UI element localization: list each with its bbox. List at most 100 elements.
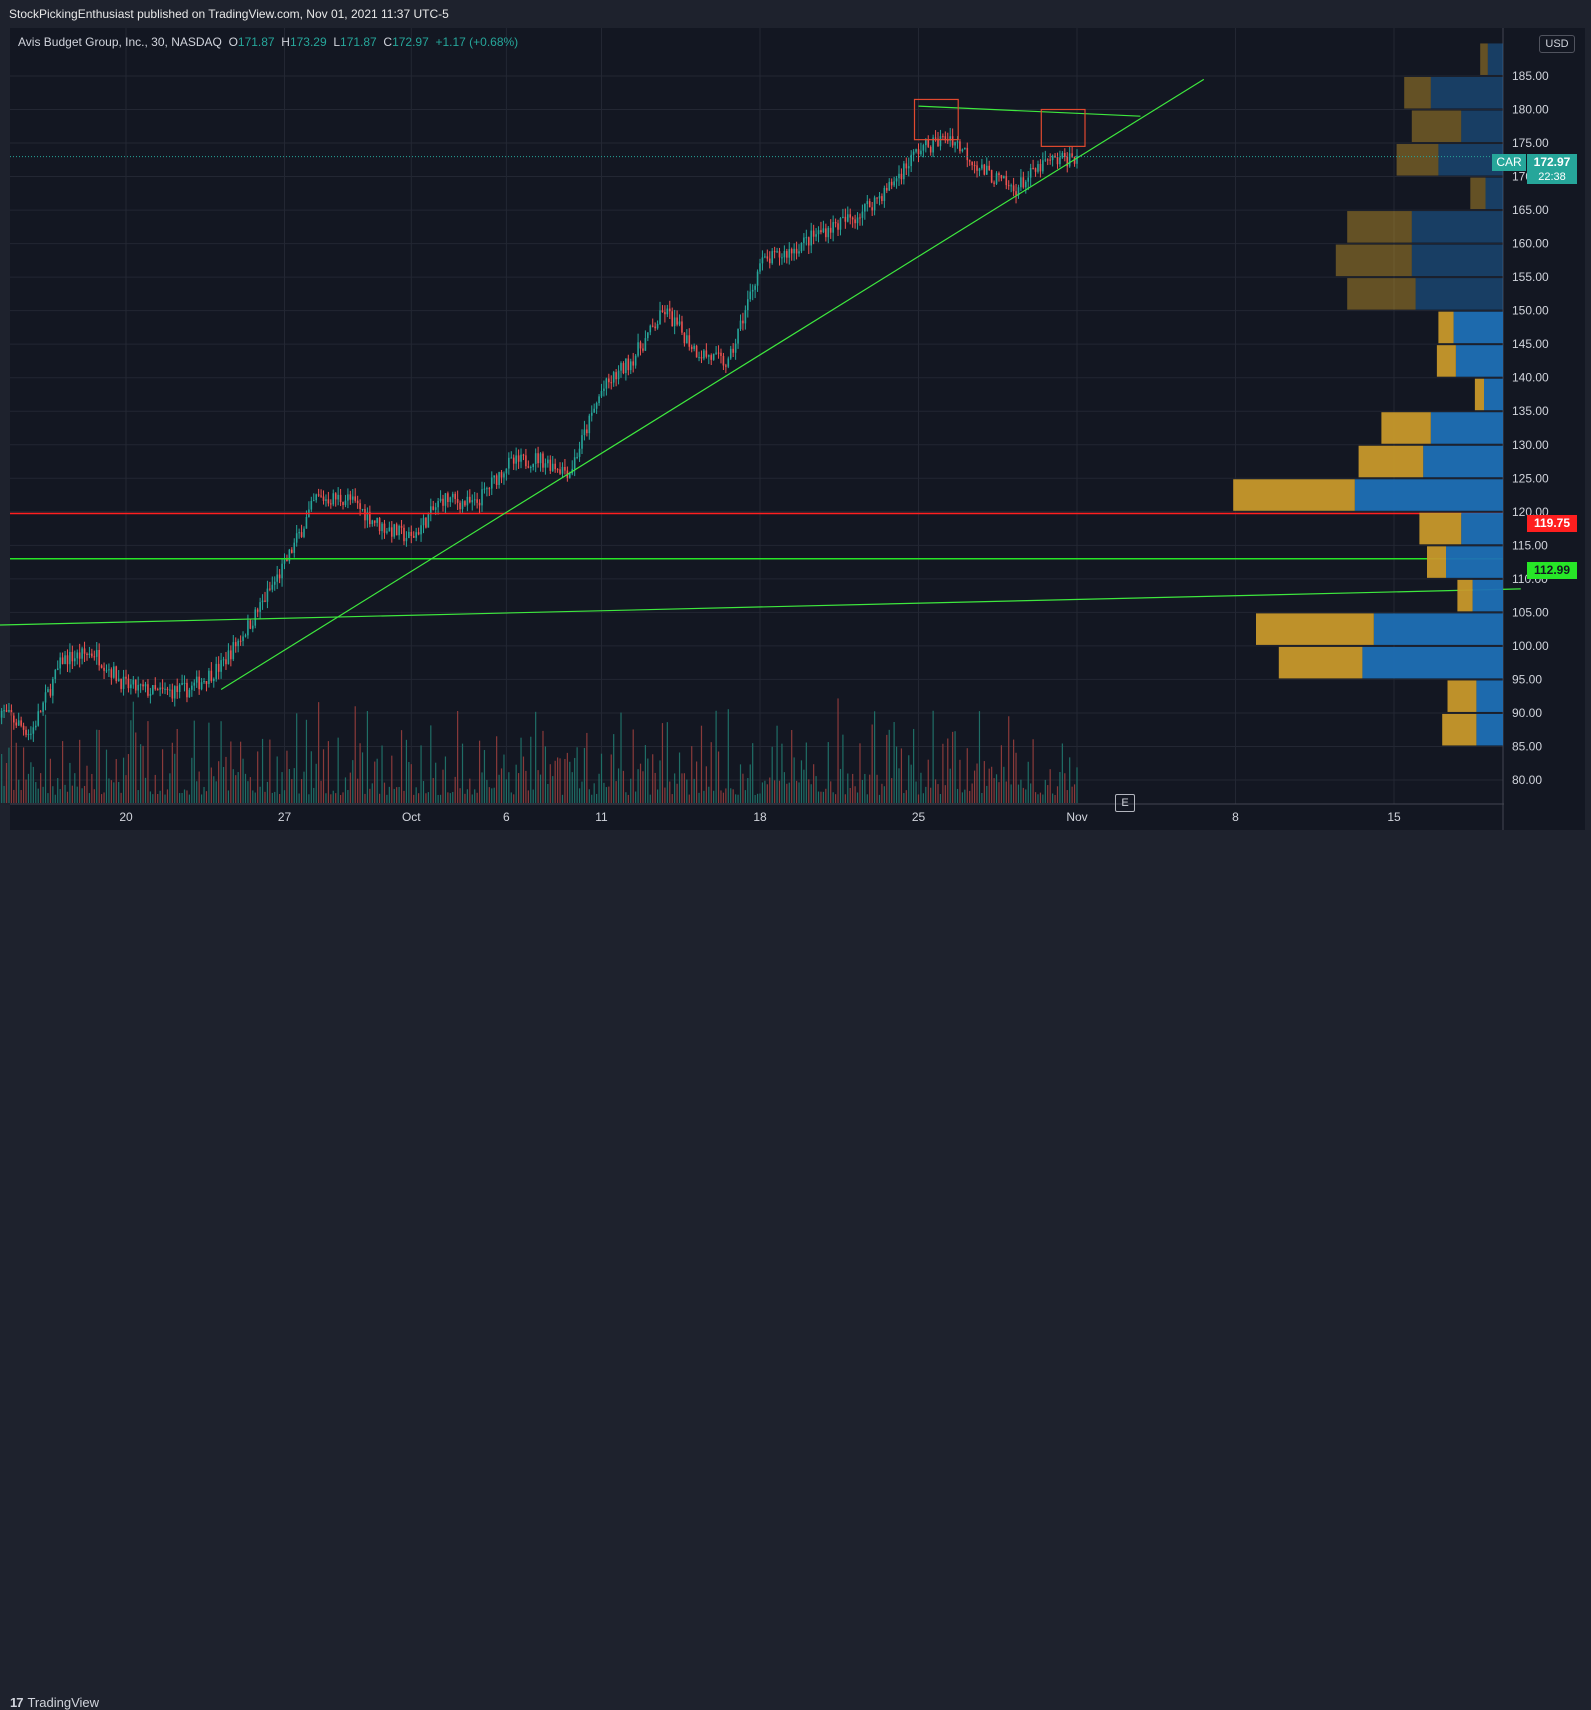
volume-bar [457, 711, 458, 803]
volume-bar [913, 729, 914, 803]
volume-bar [684, 773, 685, 803]
candle-body [220, 660, 222, 672]
volume-bar [869, 775, 870, 803]
volume-bar [338, 738, 339, 803]
volume-bar [696, 761, 697, 803]
candle-body [749, 292, 751, 300]
candle-body [593, 409, 595, 413]
candle-body [476, 499, 478, 503]
volume-profile-down [1448, 680, 1477, 712]
price-tick-label: 180.00 [1512, 103, 1549, 117]
change-value: +1.17 (+0.68%) [435, 35, 518, 49]
candle-body [854, 219, 856, 223]
candle-body [450, 497, 452, 502]
candle-body [547, 460, 549, 464]
volume-bar [925, 787, 926, 803]
volume-bar [586, 733, 587, 803]
candle-body [84, 648, 86, 653]
candle-body [198, 677, 200, 690]
volume-bar [194, 721, 195, 803]
candle-body [79, 652, 81, 658]
volume-bar [764, 781, 765, 803]
close-label: C [383, 35, 392, 49]
volume-profile-up [1486, 178, 1503, 210]
volume-bar [620, 713, 621, 803]
candle-body [537, 453, 539, 463]
volume-bar [503, 755, 504, 803]
volume-bar [401, 730, 402, 803]
candle-body [1023, 177, 1025, 187]
volume-bar [513, 794, 514, 803]
volume-bar [840, 769, 841, 803]
candle-body [574, 457, 576, 469]
volume-bar [79, 740, 80, 803]
volume-bar [1006, 781, 1007, 803]
candle-body [606, 378, 608, 388]
candle-body [564, 467, 566, 471]
volume-bar [1030, 783, 1031, 803]
volume-bar [318, 702, 319, 803]
volume-bar [116, 759, 117, 803]
volume-bar [440, 795, 441, 803]
volume-bar [99, 730, 100, 803]
volume-bar [1037, 794, 1038, 803]
candle-body [801, 243, 803, 251]
candle-body [642, 348, 644, 350]
volume-bar [623, 771, 624, 803]
volume-bar [133, 702, 134, 803]
volume-bar [1013, 740, 1014, 803]
volume-bar [396, 787, 397, 803]
volume-bar [45, 715, 46, 803]
volume-profile-down [1336, 245, 1412, 277]
price-chart[interactable]: 80.0085.0090.0095.00100.00105.00110.0011… [0, 0, 1591, 842]
candle-body [296, 533, 298, 542]
candle-body [1037, 164, 1039, 172]
candle-body [167, 689, 169, 690]
candle-body [725, 366, 727, 367]
volume-profile-down [1419, 513, 1461, 545]
candle-body [764, 256, 766, 257]
candle-body [818, 230, 820, 234]
volume-bar [406, 740, 407, 803]
volume-bar [1, 754, 2, 803]
candle-body [245, 635, 247, 636]
volume-bar [842, 735, 843, 803]
candle-body [257, 609, 259, 611]
candle-body [988, 166, 990, 170]
volume-bar [379, 794, 380, 803]
candle-body [325, 499, 327, 501]
volume-bar [969, 791, 970, 803]
candle-body [647, 332, 649, 338]
volume-bar [181, 793, 182, 803]
earnings-marker[interactable]: E [1115, 794, 1135, 812]
volume-bar [150, 791, 151, 803]
volume-bar [928, 760, 929, 803]
currency-badge[interactable]: USD [1539, 35, 1575, 53]
candle-body [1052, 156, 1054, 160]
candle-body [742, 321, 744, 324]
volume-bar [728, 709, 729, 803]
candle-body [667, 309, 669, 315]
volume-profile-up [1456, 345, 1503, 377]
candle-body [340, 495, 342, 502]
volume-bar [435, 763, 436, 803]
candle-body [37, 711, 39, 725]
volume-bar [664, 788, 665, 803]
candle-body [232, 642, 234, 659]
volume-bar [796, 781, 797, 803]
volume-bar [208, 723, 209, 803]
volume-bar [584, 748, 585, 803]
volume-bar [835, 794, 836, 803]
volume-bar [469, 779, 470, 803]
candle-body [618, 371, 620, 380]
candle-body [223, 659, 225, 660]
candle-body [1059, 157, 1061, 164]
volume-bar [803, 770, 804, 803]
candle-body [1013, 185, 1015, 191]
volume-bar [277, 756, 278, 803]
candle-body [1062, 153, 1064, 158]
volume-bar [408, 762, 409, 803]
volume-bar [681, 773, 682, 803]
candle-body [145, 684, 147, 686]
